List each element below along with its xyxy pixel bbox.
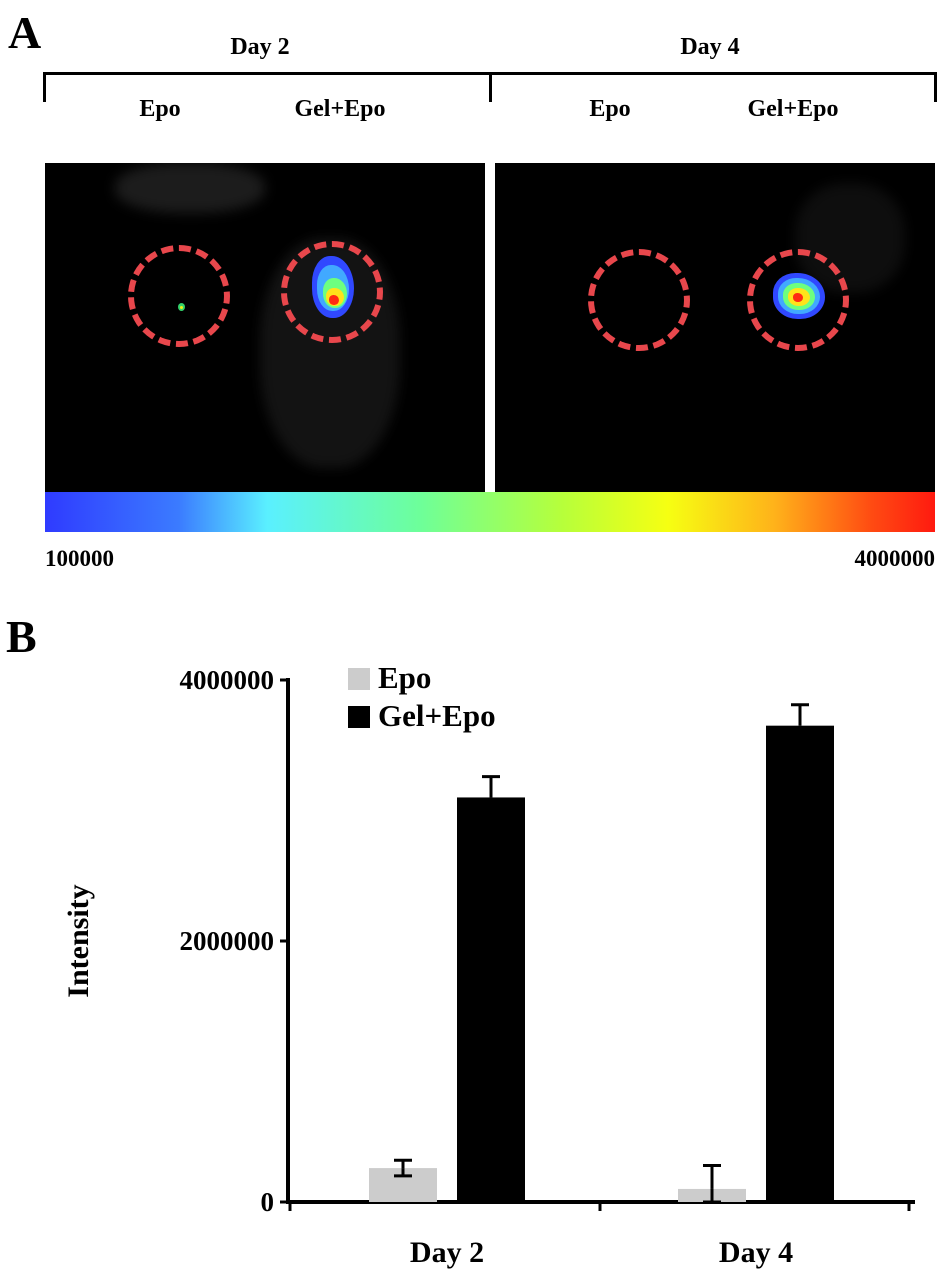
bar-gel-epo — [766, 725, 834, 1202]
group-label-gel-epo-day2: Gel+Epo — [294, 96, 386, 122]
day4-image — [495, 163, 935, 493]
x-tick-label: Day 2 — [410, 1236, 484, 1269]
day4-header: Day 4 — [680, 34, 740, 60]
intensity-colorbar — [45, 492, 935, 532]
panel-a-letter: A — [8, 7, 42, 58]
legend-swatch — [348, 668, 370, 690]
roi-circle-gel-epo-day4 — [747, 249, 849, 351]
roi-circle-gel-epo-day2 — [281, 241, 383, 343]
group-label-gel-epo-day4: Gel+Epo — [747, 96, 839, 122]
day2-image — [45, 163, 485, 493]
y-axis-label: Intensity — [62, 884, 95, 997]
y-tick-label: 0 — [261, 1187, 275, 1217]
roi-circle-epo-day2 — [128, 245, 230, 347]
legend-swatch — [348, 706, 370, 728]
group-label-epo-day4: Epo — [589, 96, 631, 122]
colorbar-min-label: 100000 — [45, 546, 114, 571]
bar-gel-epo — [457, 797, 525, 1202]
colorbar-max-label: 4000000 — [854, 546, 936, 571]
day2-header: Day 2 — [230, 34, 290, 60]
group-label-epo-day2: Epo — [139, 96, 181, 122]
panel-b-letter: B — [6, 611, 37, 662]
x-tick-label: Day 4 — [719, 1236, 793, 1269]
roi-circle-epo-day4 — [588, 249, 690, 351]
legend-label: Gel+Epo — [378, 698, 496, 733]
y-tick-label: 2000000 — [180, 926, 275, 956]
y-tick-label: 4000000 — [180, 665, 275, 695]
legend-label: Epo — [378, 660, 431, 695]
bar-chart: 0 2000000 4000000 Intensity Day 2 Day 4 EpoGel… — [62, 660, 915, 1269]
